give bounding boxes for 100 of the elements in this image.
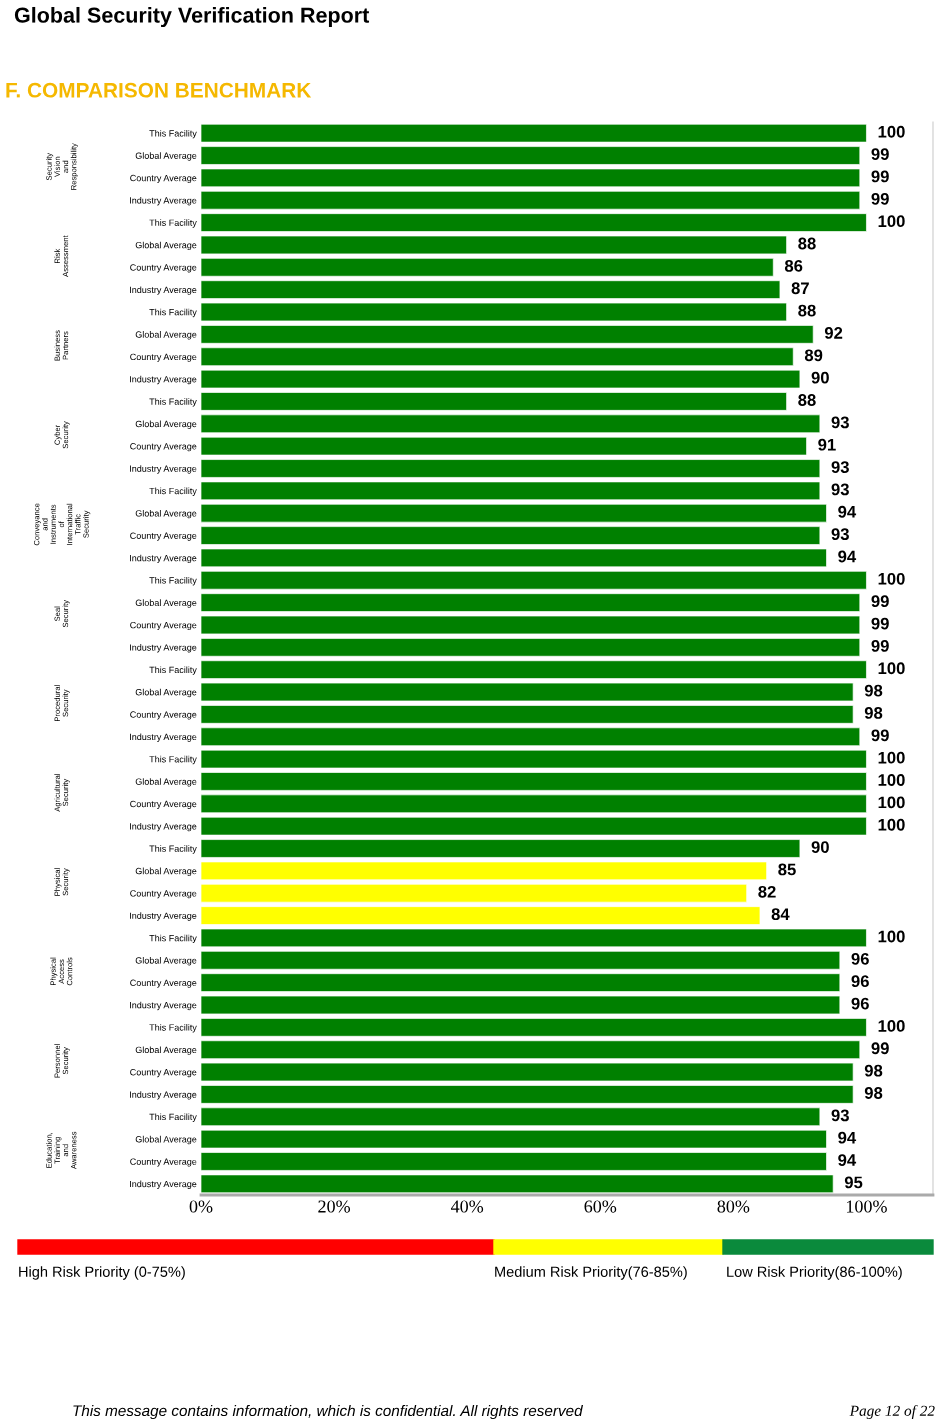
bar: [201, 1085, 854, 1104]
x-tick-label: 20%: [318, 1200, 351, 1213]
text: Low Risk Priority(86-100%): [727, 1266, 902, 1280]
bar: [201, 615, 861, 635]
bar: [201, 570, 867, 590]
bar: [201, 526, 821, 545]
bar: [201, 995, 841, 1015]
y-tick-label: Global Average: [135, 867, 197, 877]
bar: [201, 1107, 821, 1127]
data-label: 88: [798, 304, 816, 317]
x-tick-label: 80%: [717, 1200, 750, 1213]
y-tick-label: Country Average: [130, 800, 197, 809]
y-tick-label: This Facility: [149, 129, 197, 139]
y-tick-label: Industry Average: [130, 912, 197, 921]
bar: [201, 682, 854, 702]
data-label: 82: [758, 885, 776, 898]
y-tick-label: Industry Average: [130, 1180, 197, 1189]
data-label: 93: [831, 528, 849, 541]
y-tick-label: This Facility: [149, 1024, 197, 1033]
text: High Risk Priority (0-75%): [19, 1266, 185, 1280]
y-tick-label: Global Average: [135, 152, 197, 161]
bar: [201, 503, 827, 523]
x-tick-label: 0%: [189, 1200, 213, 1213]
y-tick-label: Global Average: [135, 1046, 197, 1055]
data-label: 100: [878, 1020, 905, 1032]
x-tick-label: 40%: [450, 1200, 484, 1213]
data-label: 100: [878, 125, 905, 138]
bar: [201, 1018, 867, 1037]
data-label: 94: [838, 505, 857, 518]
bar: [201, 302, 787, 322]
y-tick-label: Country Average: [130, 621, 197, 631]
y-tick-label: Global Average: [135, 778, 197, 787]
bar: [201, 146, 861, 165]
data-label: 94: [838, 550, 857, 563]
y-tick-label: Industry Average: [130, 1001, 197, 1011]
bar: [201, 369, 801, 389]
y-tick-label: This Facility: [149, 845, 197, 854]
y-tick-label: This Facility: [149, 308, 197, 318]
bar: [201, 883, 748, 903]
y-tick-label: Industry Average: [130, 822, 197, 832]
data-label: 85: [778, 863, 796, 876]
data-label: 87: [791, 282, 809, 295]
bar: [201, 816, 867, 836]
y-tick-label: Country Average: [130, 264, 197, 273]
data-label: 99: [871, 595, 889, 608]
data-label: 94: [838, 1154, 857, 1166]
y-tick-label: Industry Average: [130, 644, 197, 653]
bar: [201, 705, 854, 724]
data-label: 94: [838, 1131, 857, 1144]
data-label: 93: [831, 461, 849, 473]
bar: [201, 258, 774, 277]
y-tick-label: This Facility: [149, 934, 197, 944]
data-label: 84: [771, 908, 790, 921]
data-label: 89: [804, 349, 823, 362]
x-tick-label: 60%: [584, 1200, 617, 1213]
data-label: 100: [878, 818, 905, 831]
bar: [201, 727, 861, 747]
bar: [201, 772, 867, 791]
data-label: 99: [871, 192, 889, 205]
bar: [201, 235, 787, 255]
data-label: 99: [871, 1042, 889, 1055]
y-tick-label: This Facility: [149, 398, 197, 407]
data-label: 86: [784, 259, 803, 272]
y-tick-label: Global Average: [135, 509, 197, 519]
y-tick-label: Country Average: [130, 443, 197, 452]
data-label: 93: [831, 1109, 849, 1122]
data-label: 91: [818, 438, 836, 451]
data-label: 95: [844, 1176, 863, 1189]
bar: [201, 973, 841, 992]
bar: [201, 749, 867, 769]
data-label: 96: [851, 952, 869, 965]
bar: [201, 548, 827, 568]
y-tick-label: Country Average: [130, 711, 197, 720]
bar: [201, 190, 861, 210]
bar: [201, 459, 821, 478]
data-label: 100: [878, 572, 905, 585]
bar: [201, 213, 867, 232]
y-tick-label: This Facility: [149, 666, 197, 675]
bar: [201, 168, 861, 188]
y-tick-label: Industry Average: [130, 733, 197, 742]
y-tick-label: This Facility: [149, 1113, 197, 1122]
y-tick-label: Global Average: [135, 420, 197, 429]
data-label: 90: [811, 841, 829, 853]
y-tick-label: Country Average: [130, 890, 197, 899]
y-tick-label: This Facility: [149, 487, 197, 496]
y-tick-label: Industry Average: [130, 375, 197, 385]
data-label: 98: [864, 684, 883, 697]
data-label: 100: [878, 774, 905, 786]
chart-subtitle: F. COMPARISON BENCHMARK: [6, 82, 312, 98]
bar: [201, 347, 794, 367]
data-label: 99: [871, 639, 889, 652]
chart-title: Global Security Verification Report: [14, 6, 370, 28]
bar: [201, 436, 807, 456]
data-label: 99: [871, 617, 889, 630]
bar: [201, 906, 761, 925]
y-tick-label: Global Average: [135, 957, 197, 966]
y-tick-label: Industry Average: [130, 554, 197, 564]
y-tick-label: Global Average: [135, 241, 197, 251]
y-tick-label: Country Average: [130, 1069, 197, 1078]
bar: [201, 414, 821, 434]
